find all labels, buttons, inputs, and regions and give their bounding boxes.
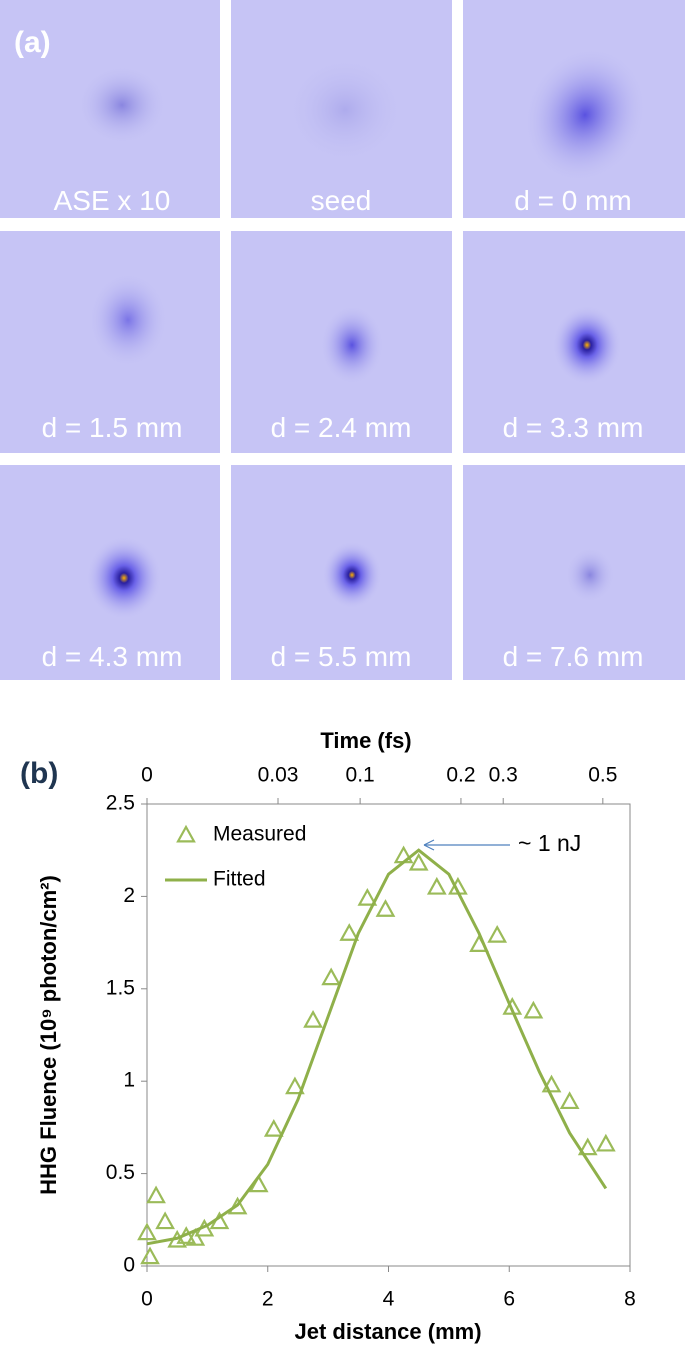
x2-axis-title: Time (fs) [320,728,411,753]
marker [185,1228,206,1246]
marker [375,899,396,917]
marker [285,1076,305,1095]
beam-spot [322,541,382,609]
x2-tick-label: 0.5 [588,764,617,787]
beam-spot [86,536,162,620]
x-tick-label: 2 [262,1288,274,1311]
marker [577,1137,598,1156]
marker [487,924,508,943]
y-tick-label: 0 [123,1254,135,1277]
y-tick-label: 0.5 [106,1161,135,1184]
y-tick-label: 1.5 [106,976,135,999]
marker [393,845,414,864]
marker [263,1118,284,1137]
tile-label: d = 7.6 mm [503,641,644,672]
tile-label: d = 2.4 mm [271,412,412,443]
marker [321,967,342,986]
tile-label: d = 0 mm [514,185,631,216]
marker [523,1000,544,1019]
y-tick-label: 2 [123,884,135,907]
annotation: ~ 1 nJ [518,830,581,856]
marker [137,1222,157,1241]
panel-label: (b) [20,757,58,790]
beam-spot [320,305,384,385]
marker [541,1074,562,1093]
tile-label: d = 3.3 mm [503,412,644,443]
marker [303,1009,323,1028]
x-tick-label: 6 [503,1288,515,1311]
marker [595,1133,616,1152]
legend-label: Measured [213,823,306,846]
beam-spot [77,65,167,145]
arrow-head [423,839,435,851]
x2-tick-label: 0.2 [446,764,475,787]
y-tick-label: 2.5 [106,792,135,815]
marker [140,1246,160,1265]
panel-label: (a) [14,26,51,59]
x-tick-label: 4 [383,1288,395,1311]
x2-tick-label: 0.1 [346,764,375,787]
marker [155,1211,175,1230]
x-tick-label: 0 [141,1288,153,1311]
fit-line [146,848,608,1246]
x2-tick-label: 0.3 [489,764,518,787]
tile-label: seed [311,185,372,216]
beam-spot [285,55,405,165]
beam-spot [565,547,615,603]
beam-spot [552,305,622,385]
panel-a: (a) ASE x 10 seed d = 0 mm d = 1.5 mm d … [0,0,685,680]
marker [146,1185,166,1204]
beam-spot [523,46,647,184]
marker [408,852,429,871]
x-tick-label: 8 [624,1288,636,1311]
beam-spot [88,272,168,368]
x2-tick-label: 0.03 [258,764,299,787]
tile-label: ASE x 10 [54,185,171,216]
marker [357,887,378,906]
y-axis-title: HHG Fluence (10⁹ photon/cm²) [36,875,61,1195]
tile-label: d = 5.5 mm [271,641,412,672]
marker [426,876,447,895]
y-tick-label: 1 [123,1069,135,1092]
marker [339,923,360,941]
tile-label: d = 1.5 mm [42,412,183,443]
x2-tick-label: 0 [141,764,153,787]
panel-b: (b) Time (fs) Jet distance (mm) HHG Flue… [20,728,636,1344]
tile-label: d = 4.3 mm [42,641,183,672]
legend-label: Fitted [213,868,266,891]
marker [559,1091,580,1110]
x-axis-title: Jet distance (mm) [294,1319,481,1344]
legend-marker [176,824,196,843]
